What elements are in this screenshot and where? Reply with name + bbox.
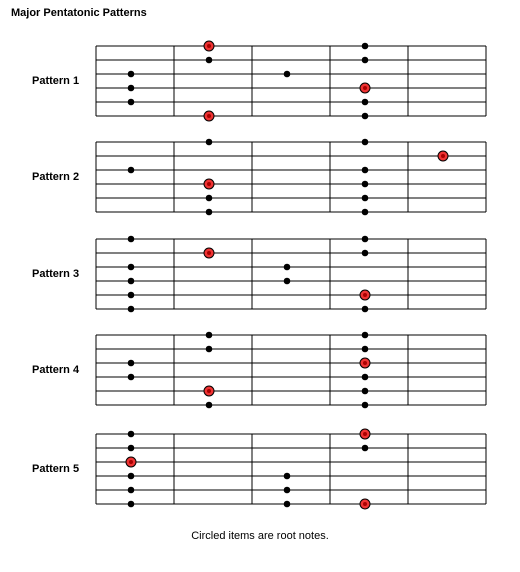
page-title: Major Pentatonic Patterns — [11, 7, 147, 19]
pattern-label-2: Pattern 2 — [32, 171, 80, 183]
pattern-label-4: Pattern 4 — [32, 364, 80, 376]
note-dot — [127, 291, 135, 299]
note-dot — [361, 305, 369, 313]
note-dot — [361, 387, 369, 395]
note-dot — [205, 331, 213, 339]
root-note-marker — [359, 428, 371, 440]
note-dot — [361, 235, 369, 243]
note-dot — [127, 166, 135, 174]
root-note-marker — [203, 40, 215, 52]
fretboard-3 — [95, 235, 487, 313]
note-dot — [127, 444, 135, 452]
note-dot — [127, 70, 135, 78]
root-note-marker — [203, 178, 215, 190]
root-note-marker — [203, 110, 215, 122]
note-dot — [361, 194, 369, 202]
root-note-marker — [359, 289, 371, 301]
note-dot — [205, 56, 213, 64]
note-dot — [205, 194, 213, 202]
fretboard-5 — [95, 428, 487, 510]
root-note-marker — [359, 498, 371, 510]
pattern-label-1: Pattern 1 — [32, 75, 80, 87]
note-dot — [127, 359, 135, 367]
fretboard-2 — [95, 138, 487, 216]
caption: Circled items are root notes. — [191, 530, 329, 542]
note-dot — [361, 166, 369, 174]
note-dot — [127, 263, 135, 271]
note-dot — [127, 277, 135, 285]
note-dot — [283, 486, 291, 494]
note-dot — [361, 138, 369, 146]
note-dot — [283, 500, 291, 508]
note-dot — [127, 500, 135, 508]
note-dot — [127, 472, 135, 480]
note-dot — [283, 277, 291, 285]
note-dot — [205, 345, 213, 353]
note-dot — [361, 180, 369, 188]
note-dot — [127, 373, 135, 381]
note-dot — [127, 430, 135, 438]
note-dot — [361, 331, 369, 339]
note-dot — [361, 112, 369, 120]
note-dot — [127, 98, 135, 106]
note-dot — [361, 444, 369, 452]
note-dot — [205, 401, 213, 409]
note-dot — [361, 98, 369, 106]
note-dot — [361, 56, 369, 64]
note-dot — [361, 345, 369, 353]
note-dot — [361, 373, 369, 381]
note-dot — [127, 235, 135, 243]
root-note-marker — [359, 82, 371, 94]
pattern-label-5: Pattern 5 — [32, 463, 80, 475]
note-dot — [127, 84, 135, 92]
note-dot — [283, 472, 291, 480]
note-dot — [127, 305, 135, 313]
note-dot — [205, 138, 213, 146]
note-dot — [361, 401, 369, 409]
note-dot — [283, 263, 291, 271]
note-dot — [205, 208, 213, 216]
root-note-marker — [203, 385, 215, 397]
root-note-marker — [359, 357, 371, 369]
note-dot — [283, 70, 291, 78]
note-dot — [127, 486, 135, 494]
note-dot — [361, 249, 369, 257]
fretboard-4 — [95, 331, 487, 409]
note-dot — [361, 208, 369, 216]
note-dot — [361, 42, 369, 50]
root-note-marker — [437, 150, 449, 162]
root-note-marker — [125, 456, 137, 468]
fretboard-1 — [95, 40, 487, 122]
pattern-label-3: Pattern 3 — [32, 268, 80, 280]
root-note-marker — [203, 247, 215, 259]
